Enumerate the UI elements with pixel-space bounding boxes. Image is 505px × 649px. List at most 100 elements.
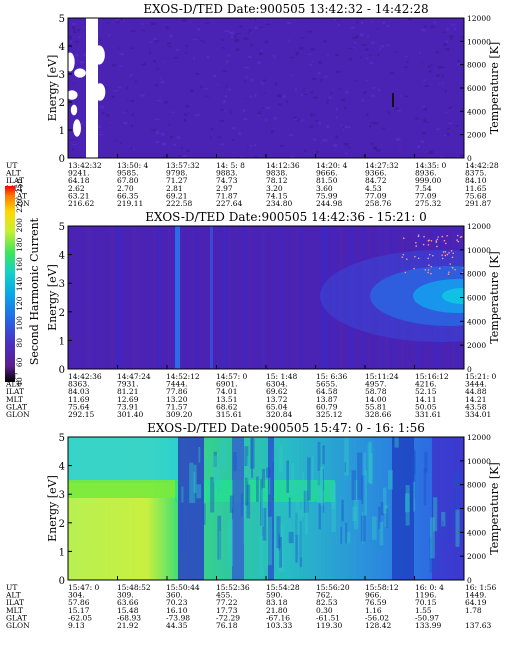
row-value: 292.15 [68, 410, 94, 419]
noise-dot [415, 241, 417, 244]
spectrogram-texture [200, 39, 204, 42]
spectrogram-texture [281, 95, 286, 98]
row-value: 258.76 [365, 199, 391, 208]
y2-tick-label: 10000 [467, 246, 491, 255]
spectrogram-texture [175, 49, 180, 51]
spectrogram-texture [455, 125, 459, 128]
row-value: 15.48 [117, 606, 139, 615]
spectrogram-texture [371, 20, 373, 23]
chart-title: EXOS-D/TED Date:900505 15:47: 0 - 16: 1:… [147, 421, 425, 435]
spectrogram-texture [134, 80, 137, 83]
row-value: 328.66 [365, 410, 391, 419]
y-tick-label: 3 [59, 490, 65, 501]
spectrogram-texture [457, 63, 460, 66]
spectrogram-texture [453, 474, 459, 488]
row-value: 6304. [266, 380, 287, 389]
spectrogram-texture [98, 133, 104, 136]
spectrogram-texture [73, 30, 77, 33]
row-value: 15:11:24 [365, 372, 399, 381]
spectrogram-texture [104, 86, 109, 89]
noise-dot [401, 256, 404, 258]
spectrogram-texture [99, 132, 103, 134]
spectrogram-texture [428, 69, 432, 73]
y-tick-label: 3 [59, 70, 65, 81]
spectrogram-texture [354, 480, 359, 530]
spectrogram-stripe [167, 226, 172, 369]
spectrogram-texture [421, 28, 426, 32]
spectrogram-texture [203, 40, 206, 43]
row-label-glon: GLON [6, 199, 30, 208]
spectrogram-texture [441, 512, 446, 527]
spectrogram-texture [246, 484, 251, 519]
row-label-glat: GLAT [6, 191, 27, 200]
spectrogram-texture [335, 53, 339, 56]
row-value: 15: 6:36 [316, 372, 348, 381]
row-value: 77.22 [216, 598, 238, 607]
spectrogram-texture [250, 43, 253, 47]
row-value: 16: 1:56 [465, 583, 497, 592]
spectrogram-texture [376, 28, 379, 30]
spectrogram-texture [344, 125, 347, 129]
row-value: 17.73 [216, 606, 238, 615]
spectrogram-texture [254, 94, 257, 98]
spectrogram-texture [155, 84, 158, 87]
row-value: 9883. [216, 169, 237, 178]
spectrogram-texture [290, 56, 294, 59]
spectrogram-texture [228, 88, 232, 91]
row-value: 83.18 [266, 598, 288, 607]
spectrogram-texture [186, 46, 189, 48]
spectrogram-texture [315, 120, 319, 122]
row-value: 8375. [465, 169, 486, 178]
spectrogram-texture [234, 39, 240, 43]
spectrogram-texture [74, 40, 80, 43]
spectrogram-texture [406, 61, 410, 63]
spectrogram-texture [346, 532, 351, 544]
spectrogram-texture [294, 118, 298, 121]
row-value: 7931. [117, 380, 138, 389]
spectrogram-texture [424, 452, 428, 473]
spectrogram-texture [115, 19, 119, 21]
spectrogram-texture [237, 132, 242, 135]
spectrogram-texture [290, 155, 295, 158]
spectrogram-texture [244, 446, 249, 467]
spectrogram-texture [441, 82, 445, 84]
spectrogram-texture [186, 149, 190, 152]
row-value: 7444. [166, 380, 187, 389]
spectrogram-texture [249, 32, 253, 34]
spectrogram-panel-1: EXOS-D/TED Date:900505 13:42:32 - 14:42:… [5, 2, 501, 208]
spectrogram-texture [236, 32, 241, 35]
spectrogram-texture [395, 51, 398, 53]
spectrogram-texture [318, 121, 322, 125]
spectrogram-texture [379, 522, 384, 546]
row-value: 11.69 [68, 395, 90, 404]
y2-tick-label: 10000 [467, 457, 491, 466]
spectrogram-panel-3: EXOS-D/TED Date:900505 15:47: 0 - 16: 1:… [5, 421, 501, 630]
spectrogram-texture [387, 111, 390, 115]
y-tick-label: 5 [59, 14, 65, 25]
spectrogram-texture [200, 85, 203, 88]
spectrogram-texture [149, 51, 152, 55]
y2-axis-label: Temperature [K] [488, 462, 501, 554]
spectrogram-texture [187, 112, 190, 114]
spectrogram-texture [344, 462, 346, 473]
spectrogram-texture [444, 89, 447, 93]
spectrogram-texture [338, 88, 341, 91]
row-label-mlt: MLT [6, 395, 23, 404]
spectrogram-texture [319, 466, 325, 506]
spectrogram-texture [162, 142, 167, 146]
row-value: 14:35: 0 [415, 161, 447, 170]
spectrogram-texture [326, 125, 330, 128]
spectrogram-texture [225, 60, 229, 63]
row-value: 63.21 [68, 191, 89, 200]
spectrogram-texture [169, 34, 173, 38]
row-value: 81.50 [316, 176, 338, 185]
spectrogram-texture [330, 136, 333, 139]
spectrogram-texture [68, 103, 73, 106]
row-value: 244.98 [316, 199, 342, 208]
noise-dot [417, 257, 420, 260]
data-gap [72, 119, 82, 137]
spectrogram-image-3 [68, 437, 464, 580]
row-label-mlt: MLT [6, 606, 23, 615]
spectrogram-texture [250, 95, 253, 99]
spectrogram-texture [209, 136, 212, 139]
